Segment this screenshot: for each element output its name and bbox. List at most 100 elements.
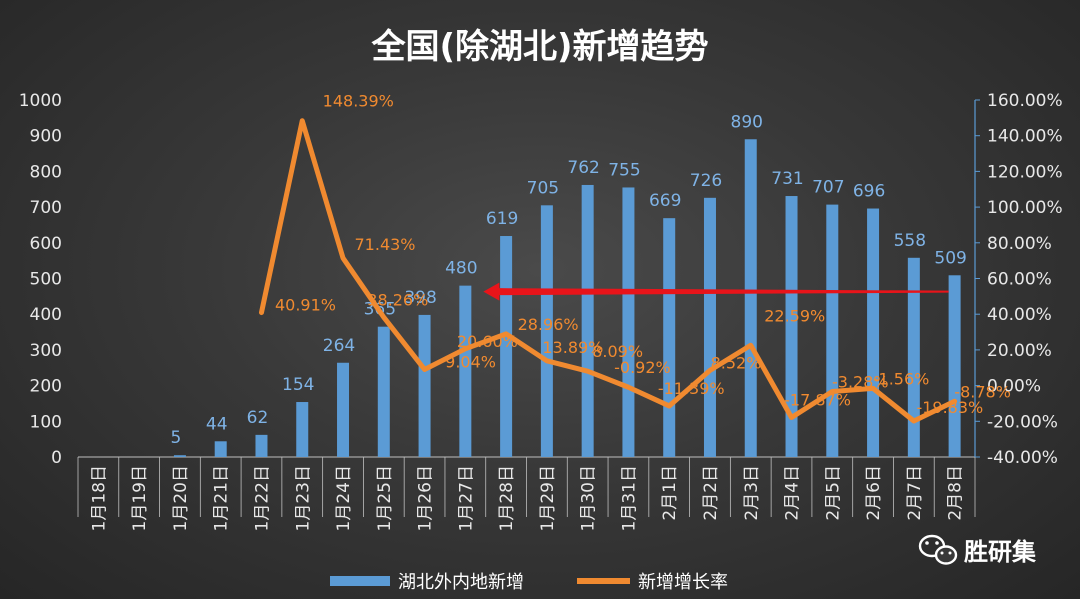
bar: [377, 326, 390, 457]
left-axis-tick-label: 700: [30, 198, 62, 218]
bar: [622, 187, 635, 457]
x-axis-tick-label: 1月31日: [619, 465, 639, 531]
x-axis-tick-label: 1月24日: [334, 465, 354, 531]
x-axis-tick-label: 1月22日: [252, 465, 272, 531]
legend-line-label: 新增增长率: [638, 572, 728, 593]
line-series: [258, 118, 958, 424]
x-axis-tick-label: 1月26日: [416, 465, 436, 531]
rate-data-label: -11.39%: [658, 379, 725, 398]
right-axis-tick-label: 120.00%: [987, 162, 1063, 182]
left-axis-tick-label: 900: [30, 127, 62, 147]
right-axis-tick-label: 60.00%: [987, 270, 1052, 290]
rate-data-label: 148.39%: [323, 92, 394, 111]
rate-data-label: 28.96%: [518, 315, 579, 334]
rate-data-label: 8.09%: [592, 342, 643, 361]
bar: [703, 197, 716, 457]
right-axis-tick-label: 40.00%: [987, 305, 1052, 325]
x-axis-tick-label: 1月25日: [375, 465, 395, 531]
bar-value-label: 398: [404, 288, 436, 308]
rate-data-label: -8.78%: [954, 382, 1011, 401]
bar: [581, 184, 594, 457]
bar-value-label: 762: [567, 158, 599, 178]
bar-value-label: 264: [323, 336, 355, 356]
x-axis-tick-label: 2月4日: [783, 465, 803, 521]
bar-value-label: 480: [445, 259, 477, 279]
x-axis-labels: 1月18日 1月19日 1月20日 1月21日 1月22日 1月23日 1月24日 1月25日…: [89, 465, 965, 531]
right-axis-tick-label: 140.00%: [987, 127, 1063, 147]
x-axis-tick-label: 2月8日: [946, 465, 966, 521]
x-axis-tick-label: 1月29日: [538, 465, 558, 531]
left-axis-tick-label: 100: [30, 412, 62, 432]
rate-data-label: 38.26%: [367, 290, 428, 309]
x-axis-tick-label: 1月20日: [171, 465, 191, 531]
left-axis-tick-label: 600: [30, 234, 62, 254]
chart-title: 全国(除湖北)新增趋势: [370, 27, 708, 67]
x-axis-tick-label: 1月18日: [89, 465, 109, 531]
rate-data-label: -0.92%: [614, 358, 671, 377]
red-arrow-annotation: [483, 282, 949, 301]
bar-value-label: 5: [171, 428, 182, 448]
rate-data-label: 40.91%: [275, 296, 336, 315]
right-axis-tick-label: 100.00%: [987, 198, 1063, 218]
bar: [540, 205, 553, 457]
right-axis-tick-label: 80.00%: [987, 234, 1052, 254]
rate-data-label: 13.89%: [542, 338, 603, 357]
line-data-labels: 40.91% 148.39% 71.43% 38.26% 9.04%20.60%28.9…: [275, 92, 1011, 417]
bar-value-label: 509: [934, 248, 966, 268]
bar-value-label: 890: [731, 112, 763, 132]
legend-bar-label: 湖北外内地新增: [398, 572, 524, 593]
bar-value-label: 44: [206, 414, 228, 434]
x-axis-tick-label: 2月2日: [701, 465, 721, 521]
x-axis-tick-label: 1月30日: [579, 465, 599, 531]
x-axis-tick-label: 2月7日: [905, 465, 925, 521]
left-axis-tick-label: 200: [30, 377, 62, 397]
bar: [948, 275, 961, 457]
bar-value-label: 731: [771, 169, 803, 189]
bar: [459, 285, 472, 457]
bar-value-label: 62: [247, 408, 269, 428]
bar: [173, 455, 186, 457]
bar: [867, 208, 880, 457]
bar: [296, 402, 309, 457]
legend-bar-swatch: [330, 576, 390, 586]
bar: [785, 196, 798, 457]
rate-data-label: -19.83%: [916, 398, 983, 417]
bar-value-label: 669: [649, 191, 681, 211]
right-axis-tick-label: -40.00%: [987, 448, 1058, 468]
bar: [255, 434, 268, 457]
bar-value-label: 154: [282, 375, 314, 395]
rate-data-label: 71.43%: [355, 235, 416, 254]
right-axis-tick-label: 160.00%: [987, 91, 1063, 111]
x-axis-tick-label: 1月28日: [497, 465, 517, 531]
rate-data-label: -17.87%: [784, 390, 851, 409]
left-axis-tick-label: 500: [30, 270, 62, 290]
right-axis-tick-label: -20.00%: [987, 412, 1058, 432]
bar-value-label: 726: [690, 171, 722, 191]
left-axis-tick-label: 0: [51, 448, 62, 468]
x-axis-tick-label: 2月6日: [864, 465, 884, 521]
x-axis-tick-label: 1月23日: [293, 465, 313, 531]
red-arrow: [483, 282, 949, 301]
bar-value-label: 705: [527, 178, 559, 198]
rate-data-label: 20.60%: [457, 332, 518, 351]
rate-data-label: 22.59%: [764, 306, 825, 325]
bar: [907, 257, 920, 457]
right-axis-tick-label: 0.00%: [987, 377, 1041, 397]
x-axis-tick-label: 1月19日: [130, 465, 150, 531]
left-axis-tick-label: 400: [30, 305, 62, 325]
rate-data-label: -3.28%: [832, 372, 889, 391]
rate-data-label: 8.52%: [711, 353, 762, 372]
bar-value-label: 619: [486, 209, 518, 229]
bar: [418, 314, 431, 457]
watermark: 胜研集: [918, 534, 1037, 566]
x-axis-tick-label: 1月27日: [456, 465, 476, 531]
growth-rate-line: [258, 118, 958, 424]
right-axis-tick-label: 20.00%: [987, 341, 1052, 361]
bar-value-label: 755: [608, 160, 640, 180]
axes: 0 100 200 300 400 500 600 700 800 900 1000 -40.00% -…: [19, 91, 1063, 517]
x-axis-tick-label: 2月5日: [823, 465, 843, 521]
bar: [214, 441, 227, 457]
bar: [826, 204, 839, 457]
bar-value-label: 696: [853, 182, 885, 202]
